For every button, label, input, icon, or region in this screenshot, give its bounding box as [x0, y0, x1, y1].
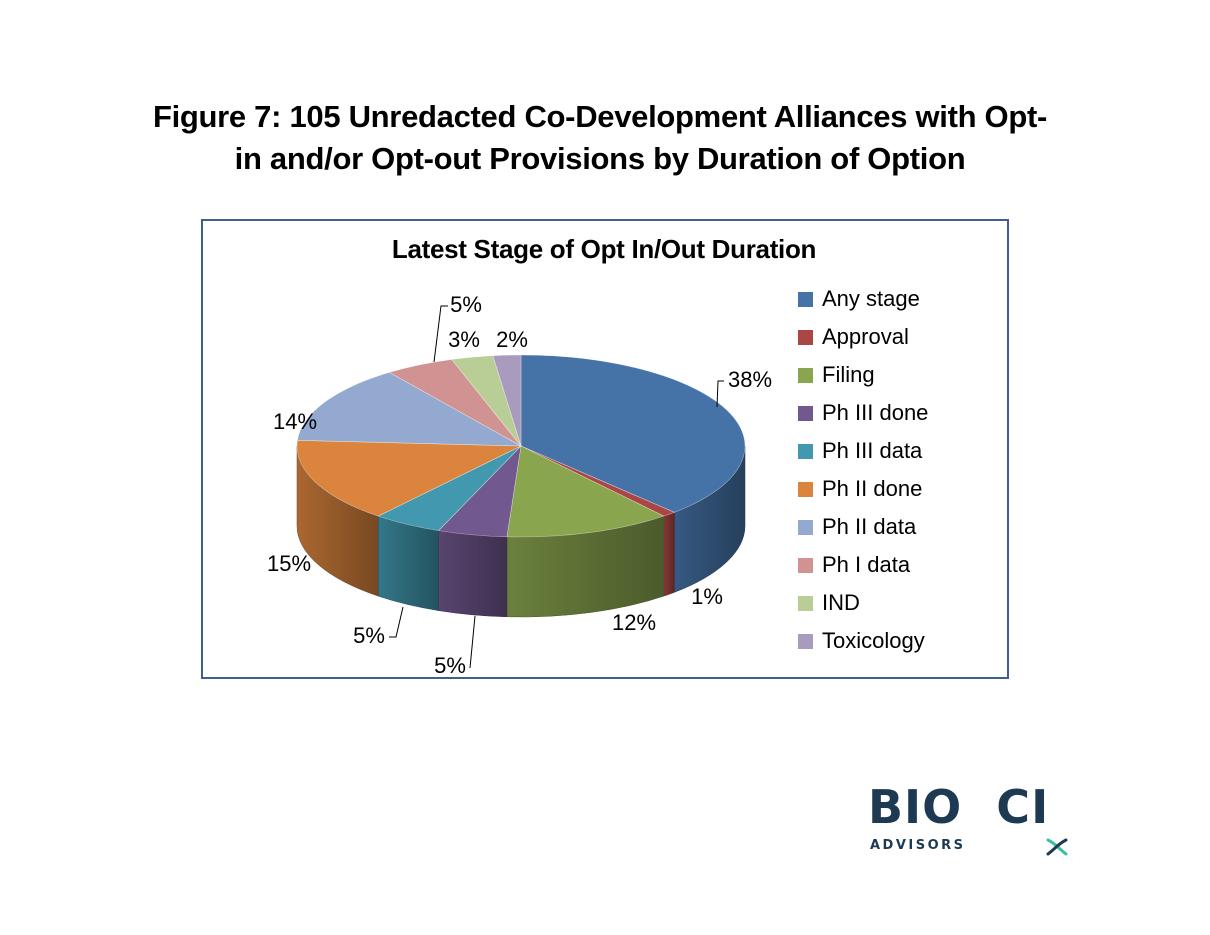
legend-label: Ph II data [822, 514, 917, 539]
figure-title-line-2: in and/or Opt-out Provisions by Duration… [234, 141, 966, 176]
pie-tops [296, 354, 746, 538]
pie-slice-toxicology [492, 354, 522, 447]
legend-label: Ph III data [822, 438, 923, 463]
chart-title: Latest Stage of Opt In/Out Duration [391, 234, 817, 264]
legend-item: Ph II data [798, 508, 928, 546]
legend-item: Toxicology [798, 622, 928, 660]
pie-sides [296, 445, 746, 618]
leader-line [716, 380, 724, 408]
data-label-ph-iii-done: 5% [434, 653, 466, 678]
data-label-approval: 1% [691, 584, 723, 609]
data-label-ph-iii-data: 5% [353, 623, 385, 648]
legend-item: IND [798, 584, 928, 622]
figure-title: Figure 7: 105 Unredacted Co-Development … [0, 96, 1200, 180]
legend-swatch [798, 481, 813, 497]
legend-swatch [798, 443, 813, 459]
dna-helix-icon [1046, 838, 1068, 856]
legend-swatch [798, 405, 813, 421]
legend-item: Ph II done [798, 470, 928, 508]
legend-swatch [798, 291, 813, 307]
legend-label: Approval [822, 324, 909, 349]
legend-swatch [798, 557, 813, 573]
legend-swatch [798, 519, 813, 535]
legend-item: Filing [798, 356, 928, 394]
legend-label: Toxicology [822, 628, 925, 653]
leader-line [389, 606, 404, 638]
legend-item: Any stage [798, 280, 928, 318]
data-label-toxicology: 2% [496, 327, 528, 352]
pie-slice-ph-ii-data [297, 372, 522, 447]
pie-slice-ph-ii-done [296, 439, 522, 517]
legend-label: Ph II done [822, 476, 923, 501]
data-label-filing: 12% [612, 610, 656, 635]
legend-swatch [798, 329, 813, 345]
legend-label: Ph I data [822, 552, 911, 577]
data-label-ph-ii-data: 14% [273, 409, 317, 434]
biosci-advisors-logo: BIO CI ADVISORS [868, 778, 1128, 858]
pie-side-ph-iii-data [377, 515, 439, 611]
data-label-ind: 3% [448, 327, 480, 352]
legend-label: Filing [822, 362, 875, 387]
logo-subtitle: ADVISORS [870, 838, 966, 853]
legend-label: Any stage [822, 286, 920, 311]
legend-swatch [798, 595, 813, 611]
pie-side-approval [663, 511, 675, 597]
chart-legend: Any stage Approval Filing Ph III done Ph III… [798, 280, 928, 660]
data-label-any-stage: 38% [728, 367, 772, 392]
legend-label: IND [822, 590, 860, 615]
pie-slice-any-stage [520, 354, 746, 513]
pie-slice-filing [506, 445, 665, 538]
leader-line [433, 305, 448, 363]
chart-frame [201, 219, 1009, 679]
data-label-ph-i-data: 5% [450, 292, 482, 317]
legend-item: Ph I data [798, 546, 928, 584]
legend-item: Ph III data [798, 432, 928, 470]
legend-item: Approval [798, 318, 928, 356]
logo-wordmark: BIO CI [868, 780, 1050, 834]
figure-title-line-1: Figure 7: 105 Unredacted Co-Development … [152, 99, 1048, 134]
pie-side-ph-iii-done [438, 530, 508, 618]
leader-line [469, 615, 476, 669]
legend-label: Ph III done [822, 400, 929, 425]
legend-swatch [798, 367, 813, 383]
legend-item: Ph III done [798, 394, 928, 432]
pie-data-labels: 38% 1% 12% 5% 5% 15% 14% 5% 3% 2% [267, 292, 772, 678]
data-label-ph-ii-done: 15% [267, 551, 311, 576]
legend-swatch [798, 633, 813, 649]
